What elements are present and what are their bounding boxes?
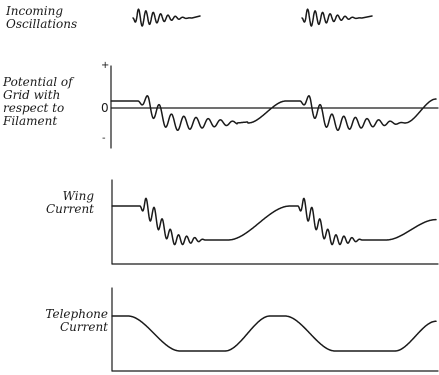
wing-label-line-1: Wing	[62, 189, 94, 203]
incoming-oscillation-burst-1	[132, 8, 201, 27]
grid-potential-label: Potential of Grid with respect to Filame…	[3, 76, 73, 128]
telephone-current-label: Telephone Current	[38, 308, 108, 334]
grid-potential-curve	[110, 95, 437, 132]
grid-label-line-1: Potential of	[3, 75, 73, 89]
incoming-oscillation-burst-2	[301, 8, 373, 27]
zero-mark: 0	[101, 101, 109, 115]
incoming-label-line-2: Oscillations	[6, 17, 78, 31]
plus-mark: +	[101, 60, 110, 71]
incoming-label-line-1: Incoming	[6, 4, 64, 18]
wing-label-line-2: Current	[45, 202, 94, 216]
grid-label-line-3: respect to	[3, 101, 65, 115]
telephone-label-line-1: Telephone	[45, 307, 108, 321]
wing-current-label: Wing Current	[30, 190, 94, 216]
telephone-current-curve	[111, 315, 437, 352]
grid-label-line-4: Filament	[3, 114, 58, 128]
telephone-label-line-2: Current	[59, 320, 108, 334]
minus-mark: -	[102, 133, 106, 144]
wing-current-curve	[111, 197, 437, 246]
incoming-oscillations-label: Incoming Oscillations	[6, 5, 77, 31]
grid-label-line-2: Grid with	[3, 88, 61, 102]
